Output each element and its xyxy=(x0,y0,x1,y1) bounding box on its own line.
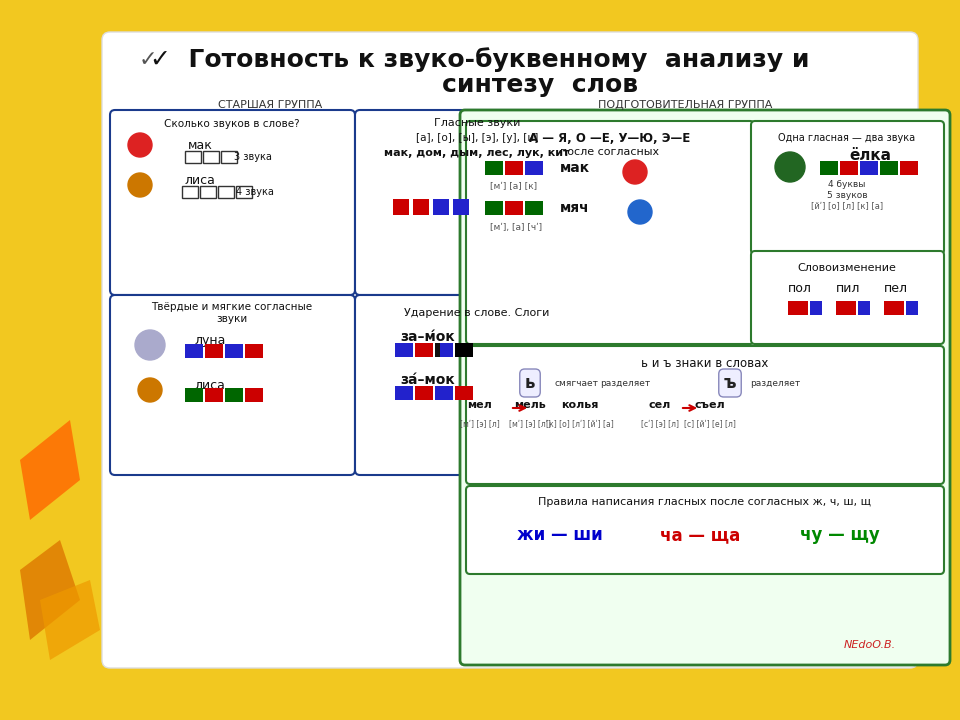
Text: мак, дом, дым, лес, лук, кит: мак, дом, дым, лес, лук, кит xyxy=(384,148,570,158)
FancyBboxPatch shape xyxy=(355,110,600,295)
Text: Правила написания гласных после согласных ж, ч, ш, щ: Правила написания гласных после согласны… xyxy=(539,497,872,507)
FancyBboxPatch shape xyxy=(505,161,523,175)
Polygon shape xyxy=(860,580,920,660)
Text: Твёрдые и мягкие согласные
звуки: Твёрдые и мягкие согласные звуки xyxy=(152,302,313,324)
FancyBboxPatch shape xyxy=(102,32,918,668)
Text: лиса: лиса xyxy=(184,174,215,186)
FancyBboxPatch shape xyxy=(466,121,754,344)
Text: мель: мель xyxy=(515,400,546,410)
Text: смягчает: смягчает xyxy=(555,379,599,387)
FancyBboxPatch shape xyxy=(751,251,944,344)
FancyBboxPatch shape xyxy=(236,186,252,198)
Text: 3 звука: 3 звука xyxy=(234,152,272,162)
Text: ПОДГОТОВИТЕЛЬНАЯ ГРУППА: ПОДГОТОВИТЕЛЬНАЯ ГРУППА xyxy=(598,100,772,110)
FancyBboxPatch shape xyxy=(203,151,219,163)
Polygon shape xyxy=(20,420,80,520)
Text: СТАРШАЯ ГРУППА: СТАРШАЯ ГРУППА xyxy=(218,100,323,110)
FancyBboxPatch shape xyxy=(435,343,453,357)
FancyBboxPatch shape xyxy=(820,161,838,175)
FancyBboxPatch shape xyxy=(751,121,944,254)
FancyBboxPatch shape xyxy=(455,386,473,400)
Text: Ударение в слове. Слоги: Ударение в слове. Слоги xyxy=(404,308,550,318)
FancyBboxPatch shape xyxy=(860,161,878,175)
Text: ча — ща: ча — ща xyxy=(660,526,740,544)
Text: Одна гласная — два звука: Одна гласная — два звука xyxy=(779,133,916,143)
FancyBboxPatch shape xyxy=(836,301,856,315)
FancyBboxPatch shape xyxy=(218,186,234,198)
Circle shape xyxy=(623,160,647,184)
FancyBboxPatch shape xyxy=(185,344,203,358)
Text: [мʹ] [а] [к]: [мʹ] [а] [к] xyxy=(490,182,538,192)
Text: мяч: мяч xyxy=(560,201,589,215)
FancyBboxPatch shape xyxy=(110,295,355,475)
FancyBboxPatch shape xyxy=(485,161,503,175)
Text: синтезу  слов: синтезу слов xyxy=(442,73,638,97)
FancyBboxPatch shape xyxy=(525,201,543,215)
FancyBboxPatch shape xyxy=(395,343,413,357)
FancyBboxPatch shape xyxy=(433,199,449,215)
Text: мел: мел xyxy=(468,400,492,410)
Text: [к] [о] [лʹ] [йʹ] [а]: [к] [о] [лʹ] [йʹ] [а] xyxy=(546,420,613,430)
Circle shape xyxy=(135,330,165,360)
Text: [а], [о], [ы], [э], [у], [и]: [а], [о], [ы], [э], [у], [и] xyxy=(416,133,539,143)
Text: [с] [йʹ] [е] [л]: [с] [йʹ] [е] [л] xyxy=(684,420,736,430)
FancyBboxPatch shape xyxy=(205,344,223,358)
FancyBboxPatch shape xyxy=(466,486,944,574)
FancyBboxPatch shape xyxy=(225,388,243,402)
Text: [мʹ], [а] [чʹ]: [мʹ], [а] [чʹ] xyxy=(490,222,542,232)
FancyBboxPatch shape xyxy=(225,344,243,358)
FancyBboxPatch shape xyxy=(415,343,433,357)
FancyBboxPatch shape xyxy=(906,301,918,315)
Polygon shape xyxy=(40,580,100,660)
FancyBboxPatch shape xyxy=(453,199,469,215)
Text: Гласные звуки: Гласные звуки xyxy=(434,118,520,128)
Text: за–м́ок: за–м́ок xyxy=(400,330,455,344)
Text: Словоизменение: Словоизменение xyxy=(798,263,897,273)
Text: [йʹ] [о] [л] [к] [а]: [йʹ] [о] [л] [к] [а] xyxy=(811,202,883,212)
Text: [сʹ] [э] [л]: [сʹ] [э] [л] xyxy=(641,420,679,430)
FancyBboxPatch shape xyxy=(185,151,201,163)
FancyBboxPatch shape xyxy=(395,386,413,400)
FancyBboxPatch shape xyxy=(110,110,355,295)
FancyBboxPatch shape xyxy=(460,110,950,665)
Text: сел: сел xyxy=(649,400,671,410)
FancyBboxPatch shape xyxy=(182,186,198,198)
Text: ёлка: ёлка xyxy=(849,148,891,163)
FancyBboxPatch shape xyxy=(185,388,203,402)
Text: жи — ши: жи — ши xyxy=(517,526,603,544)
FancyBboxPatch shape xyxy=(455,343,473,357)
Text: 4 звука: 4 звука xyxy=(236,187,274,197)
Circle shape xyxy=(138,378,162,402)
Text: лиса: лиса xyxy=(195,379,226,392)
Text: Сколько звуков в слове?: Сколько звуков в слове? xyxy=(164,119,300,129)
Text: мак: мак xyxy=(560,161,590,175)
Text: чу — щу: чу — щу xyxy=(800,526,880,544)
FancyBboxPatch shape xyxy=(900,161,918,175)
FancyBboxPatch shape xyxy=(485,201,503,215)
Circle shape xyxy=(775,152,805,182)
FancyBboxPatch shape xyxy=(435,343,440,357)
FancyBboxPatch shape xyxy=(880,161,898,175)
Circle shape xyxy=(628,200,652,224)
Text: разделяет: разделяет xyxy=(600,379,650,387)
FancyBboxPatch shape xyxy=(466,346,944,484)
FancyBboxPatch shape xyxy=(840,161,858,175)
Text: ъ: ъ xyxy=(724,374,736,392)
FancyBboxPatch shape xyxy=(221,151,237,163)
FancyBboxPatch shape xyxy=(205,388,223,402)
Text: ь: ь xyxy=(525,374,536,392)
FancyBboxPatch shape xyxy=(858,301,870,315)
Text: [мʹ] [э] [лʹ]: [мʹ] [э] [лʹ] xyxy=(509,420,551,430)
FancyBboxPatch shape xyxy=(810,301,822,315)
FancyBboxPatch shape xyxy=(415,386,433,400)
FancyBboxPatch shape xyxy=(413,199,429,215)
Text: NEdoO.B.: NEdoO.B. xyxy=(844,640,896,650)
Text: съел: съел xyxy=(695,400,726,410)
FancyBboxPatch shape xyxy=(884,301,904,315)
Circle shape xyxy=(128,173,152,197)
FancyBboxPatch shape xyxy=(245,388,263,402)
FancyBboxPatch shape xyxy=(200,186,216,198)
Text: 4 буквы
5 звуков: 4 буквы 5 звуков xyxy=(827,180,867,199)
Text: луна: луна xyxy=(194,333,226,346)
